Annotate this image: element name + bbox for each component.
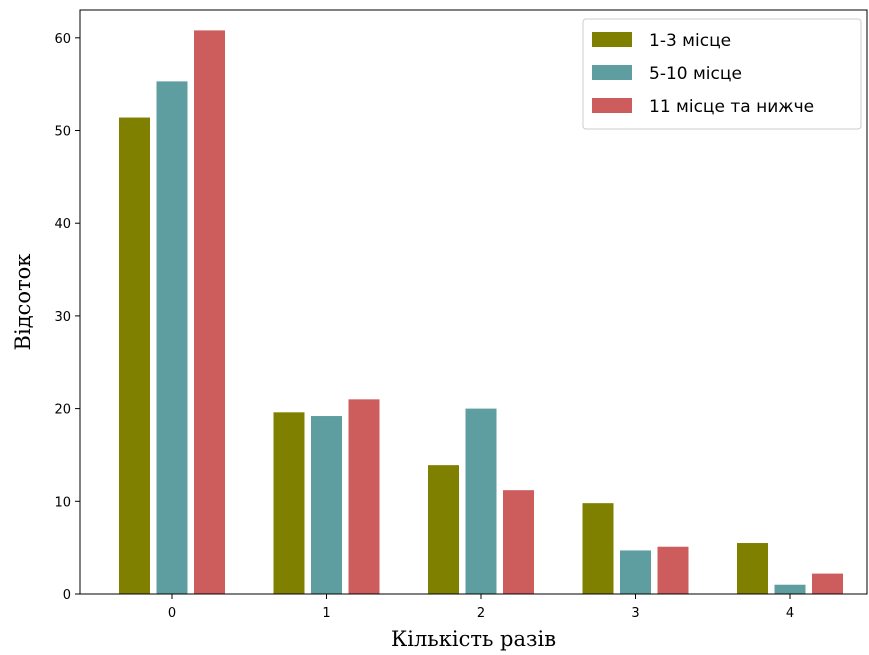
y-tick-label: 30 <box>54 310 71 325</box>
legend-swatch-1 <box>592 32 632 47</box>
y-axis-title: Відсоток <box>11 254 35 351</box>
y-tick-label: 0 <box>63 588 71 603</box>
bar-3-cat-2 <box>503 490 534 594</box>
legend-label-1: 1-3 місце <box>649 31 731 51</box>
x-axis-ticks: 0 1 2 3 4 <box>168 594 794 621</box>
legend-swatch-2 <box>592 65 632 80</box>
legend-label-3: 11 місце та нижче <box>649 97 814 117</box>
x-axis-title: Кількість разів <box>391 627 556 651</box>
bar-2-cat-2 <box>465 408 497 594</box>
bar-1-cat-1 <box>273 412 305 594</box>
bar-3-cat-1 <box>348 399 380 594</box>
bar-2-cat-4 <box>774 584 806 594</box>
bar-3-cat-4 <box>812 573 843 594</box>
legend: 1-3 місце 5-10 місце 11 місце та нижче <box>582 18 862 130</box>
y-tick-label: 60 <box>54 32 71 47</box>
y-tick-label: 50 <box>54 125 71 140</box>
legend-swatch-3 <box>592 98 632 113</box>
x-tick-label: 3 <box>631 606 639 621</box>
x-tick-label: 2 <box>477 606 485 621</box>
legend-label-2: 5-10 місце <box>649 64 742 84</box>
bars-layer <box>119 30 843 595</box>
x-tick-label: 4 <box>786 606 794 621</box>
legend-box <box>582 18 862 130</box>
y-tick-label: 40 <box>54 217 71 232</box>
bar-3-cat-0 <box>194 30 225 594</box>
y-tick-label: 20 <box>54 403 71 418</box>
x-tick-label: 0 <box>168 606 176 621</box>
x-tick-label: 1 <box>322 606 330 621</box>
plot-frame <box>79 9 868 595</box>
bar-2-cat-1 <box>311 416 342 594</box>
y-tick-label: 10 <box>54 495 71 510</box>
bar-1-cat-2 <box>428 465 459 594</box>
bar-2-cat-0 <box>156 81 188 594</box>
y-axis-ticks: 0 10 20 30 40 50 60 <box>54 32 80 603</box>
bar-2-cat-3 <box>620 550 651 594</box>
bar-1-cat-3 <box>582 503 614 594</box>
bar-3-cat-3 <box>657 546 689 594</box>
bar-1-cat-0 <box>119 117 150 595</box>
bar-1-cat-4 <box>737 543 768 594</box>
